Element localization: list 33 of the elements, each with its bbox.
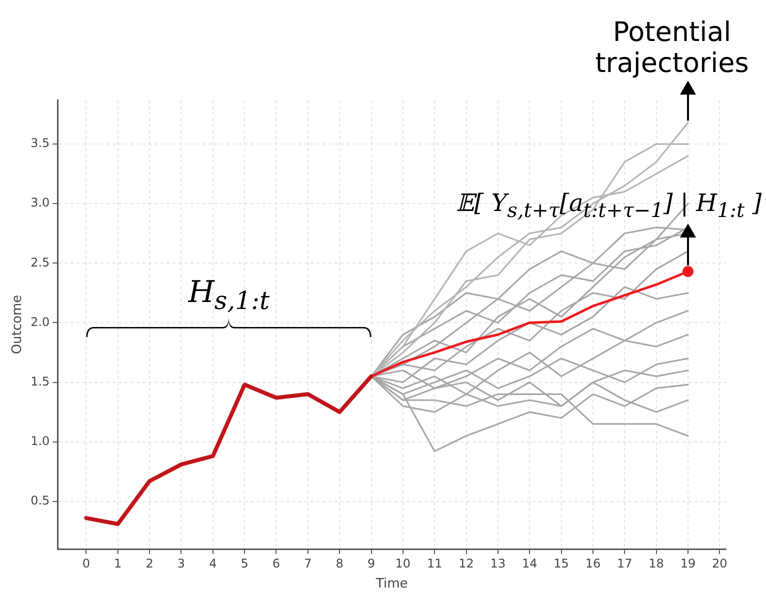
- x-tick-label: 16: [585, 556, 601, 570]
- x-tick-label: 11: [426, 556, 442, 570]
- x-tick-label: 13: [490, 556, 506, 570]
- x-tick-label: 0: [82, 556, 90, 570]
- x-tick-label: 20: [712, 556, 728, 570]
- x-tick-label: 6: [272, 556, 280, 570]
- x-axis-title: Time: [374, 576, 408, 592]
- annotation: H$_{s,1:t}$: [188, 275, 270, 315]
- x-tick-label: 15: [554, 556, 569, 570]
- annotation: Potential trajectories: [594, 16, 750, 79]
- x-tick-label: 10: [395, 556, 411, 570]
- x-tick-label: 14: [522, 556, 538, 570]
- x-tick-label: 1: [114, 556, 122, 570]
- x-tick-label: 19: [680, 556, 696, 570]
- annotation: 𝔼[ Y$_{s,t+τ}$[a$_{t:t+τ−1}$] | H$_{1:t}$ ]: [456, 188, 762, 222]
- x-tick-label: 18: [648, 556, 664, 570]
- y-tick-label: 3.0: [30, 196, 50, 210]
- y-tick-label: 1.0: [30, 434, 50, 448]
- x-tick-label: 4: [209, 556, 217, 570]
- y-tick-label: 0.5: [30, 493, 50, 508]
- x-tick-label: 5: [240, 556, 248, 570]
- x-tick-label: 12: [458, 556, 474, 570]
- y-tick-label: 2.0: [30, 314, 50, 329]
- x-tick-label: 17: [617, 556, 632, 570]
- y-tick-label: 2.5: [30, 255, 50, 270]
- x-tick-label: 7: [304, 556, 312, 570]
- x-tick-label: 8: [336, 556, 344, 570]
- y-axis-title: Outcome: [10, 294, 26, 354]
- y-tick-label: 3.5: [30, 136, 50, 150]
- x-tick-label: 2: [146, 556, 154, 570]
- y-tick-label: 1.5: [30, 374, 50, 388]
- x-tick-label: 3: [177, 556, 186, 570]
- x-tick-label: 9: [367, 556, 376, 570]
